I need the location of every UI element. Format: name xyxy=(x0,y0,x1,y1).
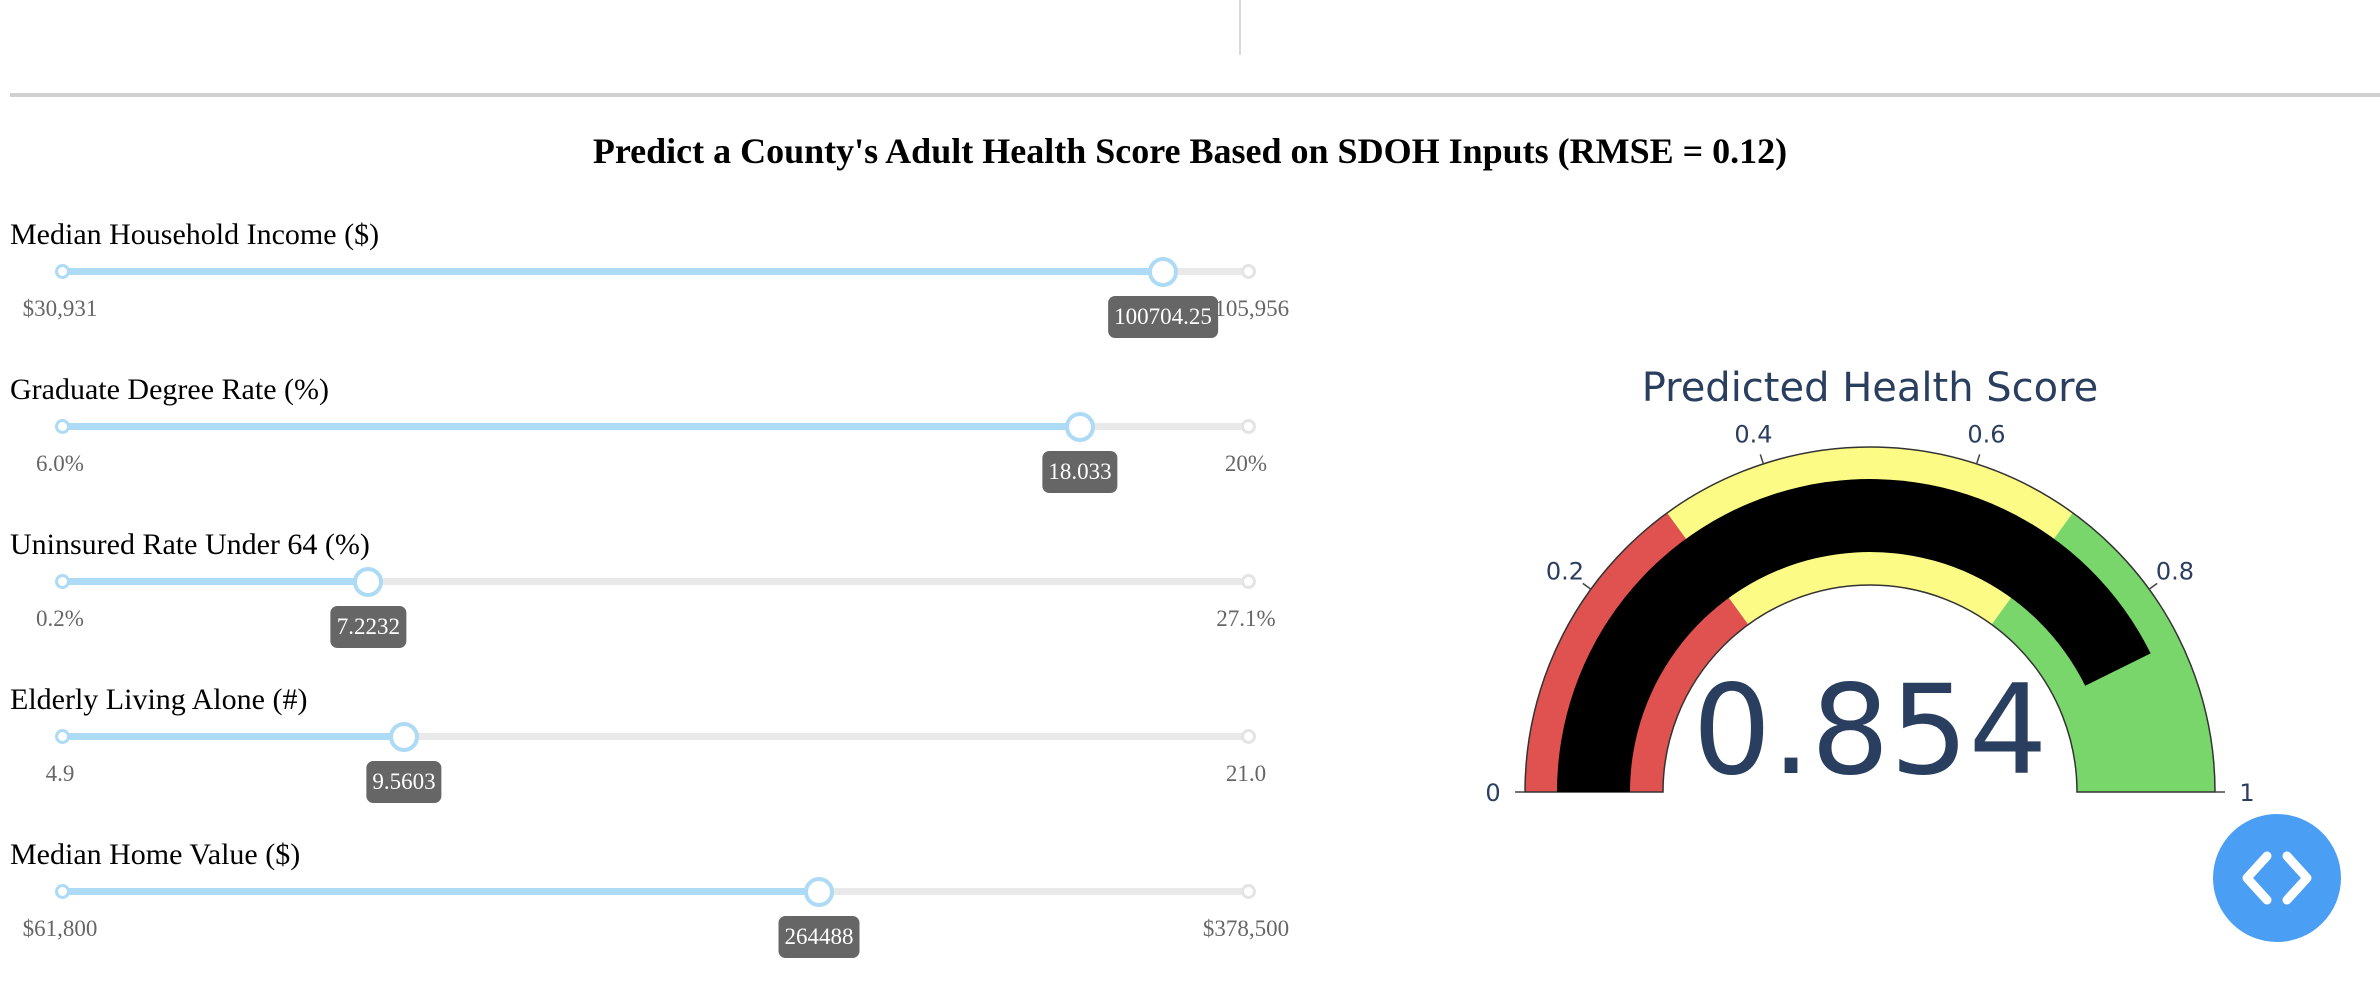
gauge-tick-label: 1 xyxy=(2239,779,2254,807)
slider-label: Median Home Value ($) xyxy=(10,838,301,871)
gauge-outline xyxy=(1524,446,2216,793)
gauge-tick-mark xyxy=(2148,582,2158,590)
gauge-value-bar xyxy=(1557,479,2151,792)
gauge-value: 0.854 xyxy=(1693,659,2048,803)
slider-track[interactable] xyxy=(60,423,1246,430)
slider-min-dot xyxy=(55,574,70,589)
slider-min-dot xyxy=(55,419,70,434)
gauge-tick-mark xyxy=(1582,582,1592,590)
slider-handle[interactable] xyxy=(804,877,835,907)
slider-label: Median Household Income ($) xyxy=(10,218,380,251)
gauge-tick-mark xyxy=(1975,454,1981,465)
slider-min-label: 4.9 xyxy=(45,761,75,786)
slider-max-dot xyxy=(1241,729,1256,744)
health-score-gauge: 0 0.2 0.4 0.6 0.8 1 Predicted Health Score 0.… xyxy=(1485,365,2254,807)
slider-max-label: 21.0 xyxy=(1225,761,1267,786)
slider-value-tooltip: 7.2232 xyxy=(330,606,406,648)
slider-track[interactable] xyxy=(60,733,1246,740)
gauge-tick-label: 0.2 xyxy=(1546,557,1584,585)
slider-min-label: $61,800 xyxy=(22,916,98,941)
slider-max-dot xyxy=(1241,419,1256,434)
slider-min-label: 6.0% xyxy=(36,451,84,476)
slider-max-label: 20% xyxy=(1224,451,1268,476)
slider-handle[interactable] xyxy=(388,722,419,752)
slider-graduate-degree-rate: Graduate Degree Rate (%) 6.0% 20% 18.033 xyxy=(10,373,1300,513)
gauge-title: Predicted Health Score xyxy=(1642,365,2099,411)
slider-max-dot xyxy=(1241,574,1256,589)
slider-max-label: 27.1% xyxy=(1216,606,1276,631)
slider-label: Uninsured Rate Under 64 (%) xyxy=(10,528,370,561)
top-divider-horizontal xyxy=(10,93,2380,97)
gauge-tick-label: 0.4 xyxy=(1734,420,1772,448)
slider-min-label: 0.2% xyxy=(36,606,84,631)
gauge-tick-label: 0 xyxy=(1485,779,1500,807)
slider-max-dot xyxy=(1241,264,1256,279)
slider-handle[interactable] xyxy=(1147,257,1178,287)
slider-track-fill xyxy=(60,888,820,895)
slider-value-tooltip: 9.5603 xyxy=(366,761,442,803)
code-icon xyxy=(2242,851,2312,905)
gauge-tick-label: 0.8 xyxy=(2156,557,2194,585)
slider-max-dot xyxy=(1241,884,1256,899)
slider-track[interactable] xyxy=(60,888,1246,895)
slider-track-fill xyxy=(60,733,404,740)
slider-median-home-value: Median Home Value ($) $61,800 $378,500 2… xyxy=(10,838,1300,978)
page-title: Predict a County's Adult Health Score Ba… xyxy=(592,131,1788,171)
gauge-tick-mark xyxy=(1759,454,1765,465)
slider-track[interactable] xyxy=(60,578,1246,585)
slider-track-fill xyxy=(60,268,1163,275)
slider-max-label: $378,500 xyxy=(1202,916,1290,941)
slider-label: Graduate Degree Rate (%) xyxy=(10,373,329,406)
slider-track[interactable] xyxy=(60,268,1246,275)
gauge-tick-label: 0.6 xyxy=(1967,420,2005,448)
slider-elderly-living-alone: Elderly Living Alone (#) 4.9 21.0 9.5603 xyxy=(10,683,1300,823)
slider-value-tooltip: 18.033 xyxy=(1042,451,1118,493)
slider-median-household-income: Median Household Income ($) $30,931 $105… xyxy=(10,218,1300,358)
slider-label: Elderly Living Alone (#) xyxy=(10,683,308,716)
slider-value-tooltip: 100704.25 xyxy=(1108,296,1218,338)
slider-handle[interactable] xyxy=(353,567,384,597)
code-toggle-button[interactable] xyxy=(2213,814,2341,942)
top-divider-vertical xyxy=(1239,0,1241,55)
slider-track-fill xyxy=(60,578,369,585)
slider-value-tooltip: 264488 xyxy=(778,916,860,958)
slider-uninsured-rate: Uninsured Rate Under 64 (%) 0.2% 27.1% 7… xyxy=(10,528,1300,668)
slider-min-label: $30,931 xyxy=(22,296,98,321)
slider-min-dot xyxy=(55,264,70,279)
slider-min-dot xyxy=(55,884,70,899)
slider-min-dot xyxy=(55,729,70,744)
slider-handle[interactable] xyxy=(1064,412,1095,442)
slider-track-fill xyxy=(60,423,1080,430)
gauge-ticks: 0 0.2 0.4 0.6 0.8 1 xyxy=(1485,420,2254,807)
